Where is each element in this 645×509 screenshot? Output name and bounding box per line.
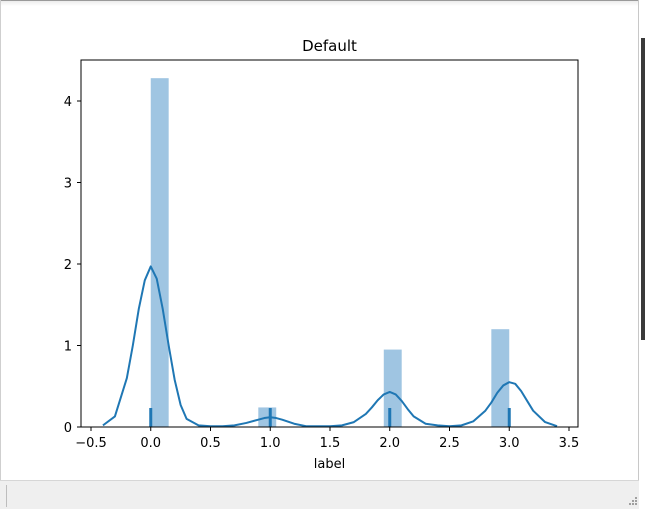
window-right-border [638, 0, 639, 509]
kde-curve [102, 265, 558, 428]
status-bar-divider [6, 485, 7, 507]
y-tick-label: 3 [64, 177, 72, 192]
x-axis-ticks: −0.5 0.0 0.5 1.0 1.5 2.0 2.5 3.0 3.5 [75, 427, 579, 451]
y-tick-label: 1 [64, 340, 72, 355]
window-top-shadow [0, 1, 645, 6]
histogram-bar [150, 78, 169, 428]
x-tick-label: 1.0 [260, 436, 281, 451]
kde-curve-group [102, 265, 558, 428]
x-tick-label: 2.5 [439, 436, 460, 451]
histogram-bars [150, 78, 510, 428]
window-top-border [0, 0, 645, 1]
x-tick-label: 0.0 [140, 436, 161, 451]
resize-grip-icon[interactable] [626, 496, 638, 508]
rug-marks [149, 408, 511, 427]
vertical-scrollbar[interactable] [641, 38, 645, 340]
x-tick-label: 3.5 [559, 436, 580, 451]
y-tick-label: 0 [64, 421, 72, 436]
x-tick-label: 3.0 [499, 436, 520, 451]
x-tick-label: 1.5 [320, 436, 341, 451]
x-tick-label: 2.0 [379, 436, 400, 451]
y-axis-ticks: 0 1 2 3 4 [64, 95, 81, 436]
y-tick-label: 4 [64, 95, 72, 110]
y-tick-label: 2 [64, 258, 72, 273]
histogram-bar [383, 349, 402, 427]
chart-title: Default [302, 37, 357, 55]
x-tick-label: 0.5 [200, 436, 221, 451]
histogram-bar [491, 329, 510, 427]
status-bar [0, 480, 639, 509]
x-tick-label: −0.5 [75, 436, 107, 451]
window-left-border [0, 0, 1, 509]
chart: −0.5 0.0 0.5 1.0 1.5 2.0 2.5 3.0 3.5 0 1 2 3 4 Defau… [64, 37, 580, 472]
x-axis-label: label [314, 457, 345, 472]
